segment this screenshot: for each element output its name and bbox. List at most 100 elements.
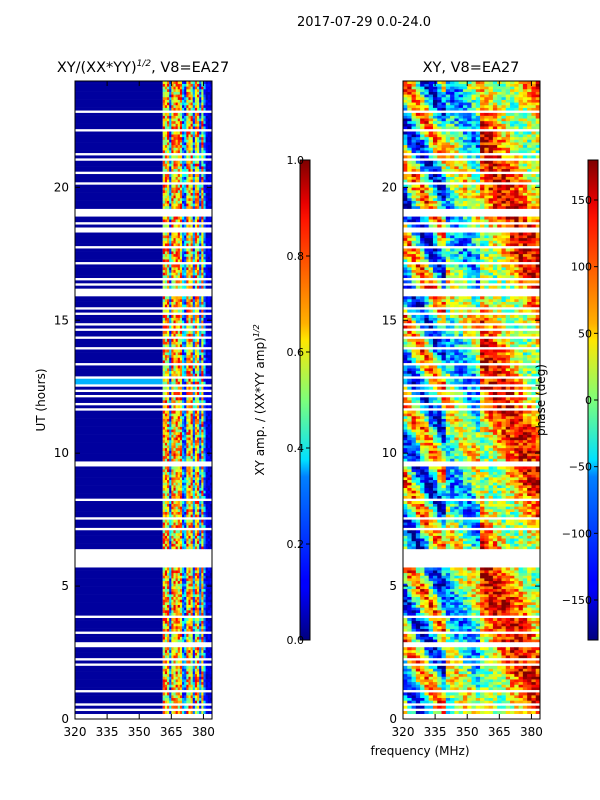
amplitude-cell xyxy=(209,450,212,454)
amplitude-cell xyxy=(169,434,172,438)
phase-row xyxy=(403,681,540,685)
amplitude-cell xyxy=(188,532,191,536)
amplitude-cell xyxy=(169,636,172,640)
amplitude-cell xyxy=(192,118,196,122)
amplitude-cell xyxy=(190,487,194,491)
amplitude-cell xyxy=(169,405,172,409)
amplitude-cell xyxy=(203,487,206,491)
amplitude-cell xyxy=(171,540,174,544)
amplitude-cell xyxy=(207,660,211,664)
amplitude-cell xyxy=(199,519,202,523)
amplitude-cell xyxy=(184,378,187,382)
amplitude-cell xyxy=(203,301,206,305)
amplitude-cell xyxy=(199,687,202,691)
amplitude-cell xyxy=(177,134,181,138)
amplitude-cell xyxy=(190,633,194,637)
amplitude-cell xyxy=(75,243,163,247)
amplitude-cell xyxy=(190,567,194,571)
amplitude-cell xyxy=(203,275,206,279)
amplitude-cell xyxy=(162,386,166,390)
amplitude-cell xyxy=(179,617,183,621)
amplitude-cell xyxy=(179,580,183,584)
amplitude-cell xyxy=(199,144,202,148)
phase-cell xyxy=(432,695,438,699)
amplitude-cell xyxy=(188,237,191,241)
amplitude-cell xyxy=(164,636,168,640)
amplitude-cell xyxy=(197,636,200,640)
amplitude-cell xyxy=(171,503,174,507)
amplitude-cell xyxy=(207,485,211,489)
amplitude-cell xyxy=(179,272,183,276)
phase-cell xyxy=(467,692,472,696)
amplitude-cell xyxy=(209,532,212,536)
amplitude-cell xyxy=(173,272,176,276)
amplitude-cell xyxy=(205,131,209,135)
phase-cell xyxy=(467,697,472,701)
amplitude-cell xyxy=(201,522,204,526)
amplitude-cell xyxy=(169,88,172,92)
amplitude-cell xyxy=(167,179,170,183)
amplitude-cell xyxy=(203,187,206,191)
amplitude-cell xyxy=(199,676,202,680)
amplitude-cell xyxy=(169,633,172,637)
amplitude-cell xyxy=(190,495,194,499)
phase-cell xyxy=(407,692,412,696)
amplitude-cell xyxy=(194,442,198,446)
amplitude-cell xyxy=(188,652,191,656)
amplitude-cell xyxy=(192,298,196,302)
amplitude-cell xyxy=(169,200,172,204)
amplitude-cell xyxy=(203,439,206,443)
amplitude-cell xyxy=(75,88,163,92)
amplitude-cell xyxy=(177,697,181,701)
amplitude-cell xyxy=(186,325,189,329)
amplitude-cell xyxy=(186,296,189,300)
amplitude-cell xyxy=(188,168,191,172)
amplitude-cell xyxy=(205,447,209,451)
amplitude-cell xyxy=(194,532,198,536)
amplitude-cell xyxy=(164,429,168,433)
amplitude-cell xyxy=(171,665,174,669)
amplitude-cell xyxy=(209,596,212,600)
amplitude-cell xyxy=(197,652,200,656)
amplitude-cell xyxy=(194,692,198,696)
amplitude-cell xyxy=(199,429,202,433)
amplitude-cell xyxy=(209,120,212,124)
amplitude-cell xyxy=(182,477,185,481)
phase-cell xyxy=(437,700,442,704)
amplitude-cell xyxy=(209,253,212,257)
amplitude-cell xyxy=(167,320,170,324)
amplitude-cell xyxy=(177,296,181,300)
amplitude-cell xyxy=(197,695,200,699)
amplitude-cell xyxy=(167,625,170,629)
amplitude-cell xyxy=(203,357,206,361)
amplitude-cell xyxy=(184,104,187,108)
amplitude-cell xyxy=(173,192,176,196)
amplitude-cell xyxy=(162,697,166,701)
amplitude-cell xyxy=(167,325,170,329)
amplitude-cell xyxy=(190,580,194,584)
amplitude-cell xyxy=(173,580,176,584)
amplitude-row xyxy=(75,652,212,656)
amplitude-cell xyxy=(164,649,168,653)
phase-cell xyxy=(428,705,434,709)
amplitude-cell xyxy=(203,474,206,478)
amplitude-cell xyxy=(209,514,212,518)
amplitude-cell xyxy=(192,259,196,263)
amplitude-cell xyxy=(199,649,202,653)
amplitude-cell xyxy=(203,532,206,536)
amplitude-cell xyxy=(186,543,189,547)
amplitude-cell xyxy=(203,620,206,624)
amplitude-row xyxy=(75,580,212,584)
phase-cell xyxy=(492,697,498,701)
amplitude-cell xyxy=(192,352,196,356)
amplitude-cell xyxy=(201,235,204,239)
amplitude-cell xyxy=(75,455,163,459)
amplitude-cell xyxy=(201,155,204,159)
amplitude-cell xyxy=(75,267,163,271)
amplitude-cell xyxy=(167,620,170,624)
amplitude-cell xyxy=(179,200,183,204)
amplitude-cell xyxy=(199,471,202,475)
amplitude-cell xyxy=(175,360,179,364)
amplitude-cell xyxy=(188,660,191,664)
phase-cell xyxy=(441,700,447,704)
